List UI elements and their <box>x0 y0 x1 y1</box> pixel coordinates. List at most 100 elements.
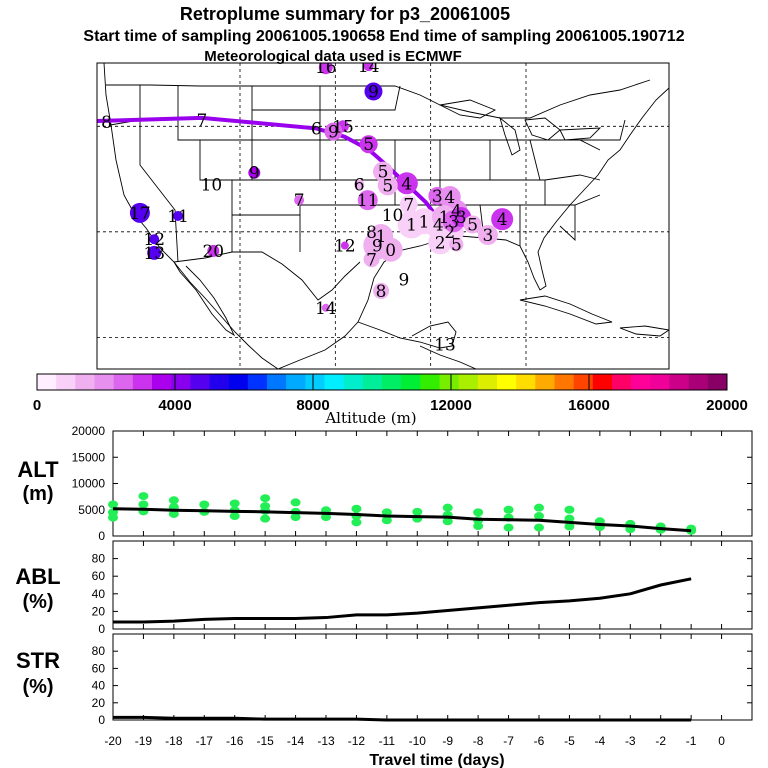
plume-point <box>395 172 418 195</box>
panel-frame <box>112 540 753 630</box>
altitude-dot <box>381 516 392 525</box>
panel-1: 20000 15000 10000 5000 0 <box>72 424 753 543</box>
altitude-dot <box>564 522 575 531</box>
plume-point <box>340 241 349 250</box>
map-day-label: 9 <box>372 237 383 257</box>
colorbar-cell <box>267 374 287 390</box>
map-day-label: 9 <box>368 82 379 102</box>
map-day-label: 7 <box>294 191 305 211</box>
map-day-label: 8 <box>376 282 387 302</box>
colorbar-cell <box>573 374 594 390</box>
y-tick-label: 40 <box>92 587 106 601</box>
colorbar-cell <box>324 374 344 390</box>
altitude-dot <box>473 508 484 517</box>
plume-point <box>449 237 464 252</box>
panel-frame <box>112 430 753 537</box>
altitude-dot <box>108 500 118 509</box>
plume-point <box>248 166 261 179</box>
map-day-label: 2 <box>444 223 455 243</box>
altitude-dot <box>290 498 301 507</box>
y-tick-label: 0 <box>98 622 105 636</box>
plume-point <box>149 234 160 245</box>
retroplume-points <box>129 63 514 312</box>
map-day-label: 4 <box>451 202 462 222</box>
x-tick-label: -13 <box>317 734 335 748</box>
panel-frame <box>112 633 753 721</box>
plume-point <box>399 195 418 214</box>
map-day-label: 5 <box>382 176 393 196</box>
colorbar-cell <box>132 374 153 390</box>
altitude-dot <box>260 494 271 503</box>
map-day-label: 1 <box>419 212 430 232</box>
x-tick-label: -3 <box>625 734 636 748</box>
colorbar-cell <box>228 374 249 390</box>
map-day-label: 3 <box>448 212 459 232</box>
altitude-dot <box>442 503 453 512</box>
title-line-2: Start time of sampling 20061005.190658 E… <box>83 28 684 45</box>
x-tick-label: -16 <box>226 734 244 748</box>
y-tick-label: 20 <box>92 696 106 710</box>
map-day-label: 16 <box>315 58 337 78</box>
colorbar-cell <box>592 374 613 390</box>
map-day-label: 20 <box>202 242 224 262</box>
colorbar-cell <box>554 374 574 390</box>
x-tick-label: -1 <box>686 734 697 748</box>
map-day-label: 8 <box>366 223 377 243</box>
colorbar-cell <box>458 374 479 390</box>
map-day-label: 5 <box>363 135 374 155</box>
map-day-label: 1 <box>406 215 417 235</box>
map-day-label: 9 <box>249 164 260 184</box>
colorbar-cell <box>190 374 210 390</box>
map-day-label: 3 <box>456 208 467 228</box>
title-line-1: Retroplume summary for p3_20061005 <box>180 4 510 24</box>
plume-point <box>373 282 390 299</box>
colorbar-cell <box>305 374 325 390</box>
map-day-label: 6 <box>311 119 322 139</box>
map-day-label: 5 <box>451 235 462 255</box>
colorbar-cell <box>688 374 709 390</box>
x-tick-label: -6 <box>534 734 545 748</box>
colorbar-cell <box>247 374 268 390</box>
y-tick-label: 10000 <box>72 477 106 491</box>
map-day-label: 13 <box>143 244 165 264</box>
colorbar-cell <box>612 374 632 390</box>
y-tick-label: 20000 <box>72 424 106 438</box>
altitude-dot <box>564 505 575 514</box>
colorbar-tick-label: 12000 <box>430 397 472 414</box>
altitude-dot <box>138 492 149 501</box>
colorbar-tick-label: 20000 <box>706 397 748 414</box>
map-day-label: 3 <box>482 226 493 246</box>
altitude-dot <box>138 500 149 509</box>
colorbar-cell <box>516 374 536 390</box>
colorbar-cell <box>343 374 364 390</box>
colorbar-cell <box>477 374 498 390</box>
colorbar-cell <box>152 374 172 390</box>
map-day-label: 17 <box>129 204 151 224</box>
series-line <box>113 577 692 624</box>
plume-point <box>318 63 333 75</box>
altitude-dot <box>381 508 392 517</box>
altitude-dot <box>473 522 484 531</box>
map-day-label: 12 <box>334 237 356 257</box>
altitude-dot <box>290 513 301 522</box>
colorbar-cell <box>94 374 114 390</box>
colorbar-cell <box>209 374 229 390</box>
plume-point <box>294 195 305 206</box>
map-day-label: 11 <box>357 191 379 211</box>
altitude-dot <box>108 513 118 522</box>
x-tick-label: -12 <box>348 734 366 748</box>
plume-point <box>173 211 184 221</box>
colorbar-cell <box>497 374 517 390</box>
colorbar-axis-label: Altitude (m) <box>324 409 416 427</box>
coastlines <box>103 63 669 369</box>
map-frame <box>96 62 670 370</box>
map-day-label: 3 <box>432 187 443 207</box>
x-tick-label: -7 <box>503 734 514 748</box>
colorbar-tick-label: 0 <box>33 397 41 414</box>
plume-point <box>359 135 378 154</box>
map-day-label: 2 <box>435 233 446 253</box>
x-tick-label: -19 <box>135 734 153 748</box>
